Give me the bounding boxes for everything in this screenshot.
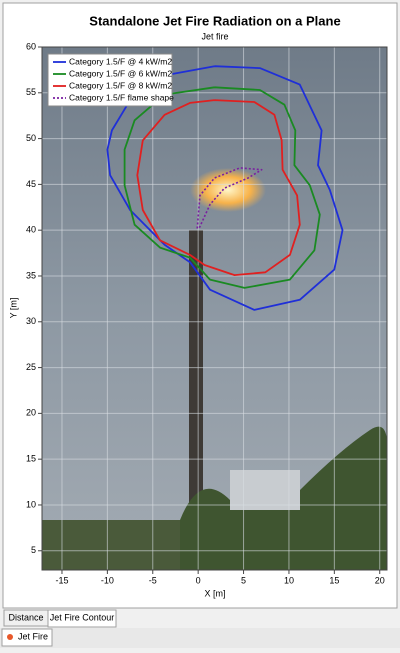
y-tick-label: 15	[26, 454, 36, 464]
y-tick-label: 35	[26, 270, 36, 280]
legend-label: Category 1.5/F @ 8 kW/m2	[69, 80, 172, 90]
chart-subtitle: Jet fire	[201, 31, 228, 41]
tab-icon	[7, 634, 13, 640]
legend-label: Category 1.5/F @ 4 kW/m2	[69, 56, 172, 66]
x-tick-label: -5	[149, 575, 157, 585]
y-tick-label: 5	[31, 545, 36, 555]
tab-active[interactable]	[47, 609, 117, 628]
series-line	[106, 65, 344, 311]
y-tick-label: 30	[26, 316, 36, 326]
legend: Category 1.5/F @ 4 kW/m2 Category 1.5/F @…	[47, 53, 174, 107]
series-line	[123, 86, 321, 289]
plot-background	[42, 47, 387, 570]
y-tick-label: 40	[26, 225, 36, 235]
y-tick-label: 50	[26, 133, 36, 143]
flame	[190, 168, 266, 212]
y-tick-label: 25	[26, 362, 36, 372]
series-line	[196, 167, 263, 229]
plot-border	[41, 46, 388, 571]
y-tick-label: 60	[26, 41, 36, 51]
chart-title: Standalone Jet Fire Radiation on a Plane	[89, 13, 340, 28]
y-tick-label: 55	[26, 87, 36, 97]
bottom-tab-label[interactable]: Jet Fire	[18, 631, 48, 641]
tab-label[interactable]: Distance	[8, 612, 43, 622]
grid	[38, 46, 387, 574]
x-tick-label: 0	[196, 575, 201, 585]
y-axis-label: Y [m]	[8, 298, 18, 319]
legend-label: Category 1.5/F flame shape	[69, 92, 174, 102]
y-tick-label: 10	[26, 499, 36, 509]
bottom-tab[interactable]	[1, 628, 53, 647]
x-tick-label: -15	[55, 575, 68, 585]
x-tick-label: 10	[284, 575, 294, 585]
y-tick-label: 45	[26, 179, 36, 189]
legend-label: Category 1.5/F @ 6 kW/m2	[69, 68, 172, 78]
bottom-bar	[0, 628, 400, 648]
x-tick-label: 5	[241, 575, 246, 585]
x-tick-label: 20	[375, 575, 385, 585]
tank	[230, 470, 300, 510]
y-tick-label: 20	[26, 408, 36, 418]
stack	[189, 230, 203, 560]
tab-label[interactable]: Jet Fire Contour	[50, 612, 115, 622]
series-line	[136, 99, 301, 276]
x-axis-label: X [m]	[204, 588, 225, 598]
marks	[106, 65, 344, 311]
x-tick-label: -10	[101, 575, 114, 585]
x-tick-label: 15	[329, 575, 339, 585]
legend-box	[47, 53, 173, 107]
